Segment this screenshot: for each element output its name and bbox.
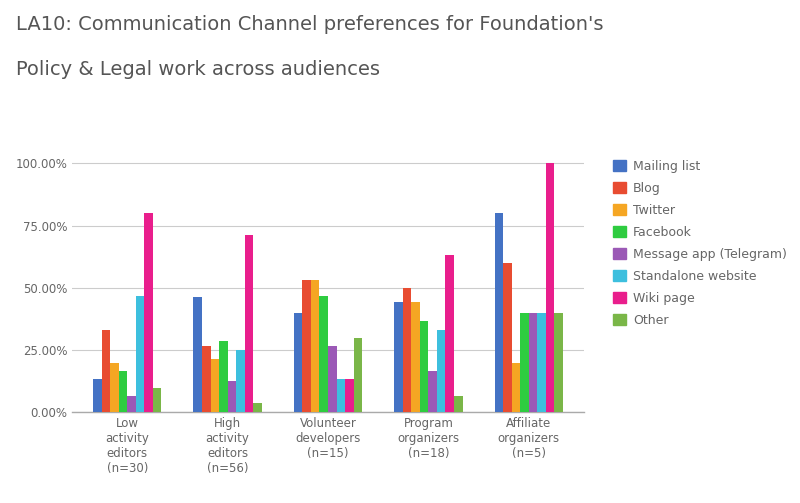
Bar <box>394 302 402 412</box>
Bar <box>228 381 236 412</box>
Bar <box>554 313 563 412</box>
Bar <box>319 296 328 412</box>
Legend: Mailing list, Blog, Twitter, Facebook, Message app (Telegram), Standalone websit: Mailing list, Blog, Twitter, Facebook, M… <box>610 157 790 329</box>
Bar <box>302 280 311 412</box>
Bar <box>254 403 262 412</box>
Bar <box>311 280 319 412</box>
Bar <box>503 263 512 412</box>
Bar <box>245 234 254 412</box>
Bar <box>437 329 446 412</box>
Bar <box>345 379 354 412</box>
Bar <box>136 296 144 412</box>
Bar <box>93 379 102 412</box>
Text: LA10: Communication Channel preferences for Foundation's: LA10: Communication Channel preferences … <box>16 15 603 34</box>
Bar <box>219 341 228 412</box>
Bar <box>127 396 136 412</box>
Bar <box>420 321 428 412</box>
Bar <box>194 297 202 412</box>
Bar <box>538 313 546 412</box>
Bar <box>153 387 162 412</box>
Bar <box>144 213 153 412</box>
Bar <box>210 359 219 412</box>
Bar <box>294 313 302 412</box>
Bar <box>102 329 110 412</box>
Bar <box>354 338 362 412</box>
Bar <box>328 346 337 412</box>
Bar <box>236 350 245 412</box>
Bar <box>546 163 554 412</box>
Bar <box>428 371 437 412</box>
Bar <box>110 363 118 412</box>
Bar <box>512 363 520 412</box>
Bar <box>520 313 529 412</box>
Bar <box>529 313 538 412</box>
Bar <box>494 213 503 412</box>
Bar <box>402 288 411 412</box>
Bar <box>446 255 454 412</box>
Bar <box>202 346 210 412</box>
Bar <box>454 396 462 412</box>
Bar <box>118 371 127 412</box>
Bar <box>337 379 345 412</box>
Bar <box>411 302 420 412</box>
Text: Policy & Legal work across audiences: Policy & Legal work across audiences <box>16 60 380 79</box>
